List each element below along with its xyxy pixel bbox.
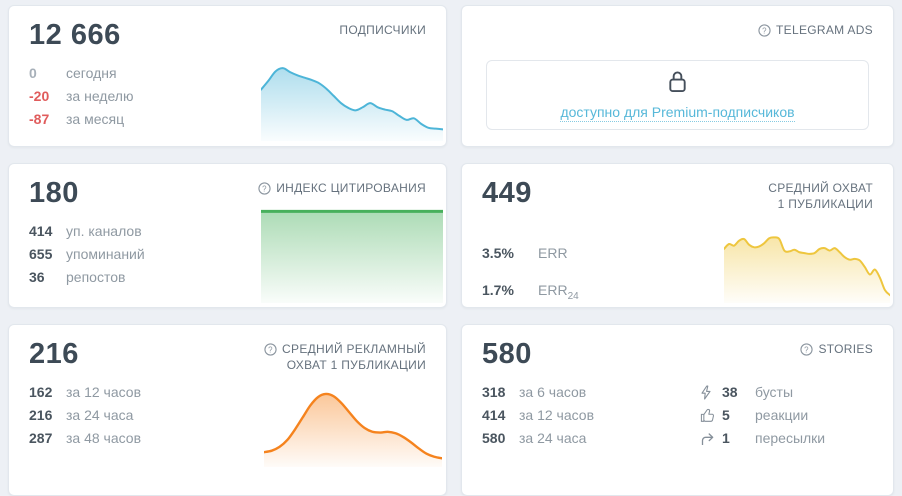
stat-row: 287 за 48 часов	[29, 427, 426, 450]
help-icon[interactable]: ?	[258, 181, 271, 195]
svg-text:?: ?	[805, 345, 810, 354]
svg-text:?: ?	[762, 26, 767, 35]
stat-value: 36	[29, 269, 45, 285]
avg-reach-value: 449	[482, 177, 532, 209]
stat-label: за 48 часов	[66, 430, 142, 446]
avg-reach-card: 449 СРЕДНИЙ ОХВАТ 1 ПУБЛИКАЦИИ 3.5% ERR …	[461, 163, 894, 308]
subscribers-sparkline	[261, 59, 443, 141]
stat-label: ERR24	[538, 281, 579, 302]
subscribers-card-title: ПОДПИСЧИКИ	[339, 23, 426, 37]
stat-label: репостов	[66, 269, 126, 285]
stat-label: реакции	[755, 407, 809, 423]
avg-ad-reach-card: 216 ? СРЕДНИЙ РЕКЛАМНЫЙ ОХВАТ 1 ПУБЛИКАЦ…	[8, 324, 447, 496]
stories-card-title: ? STORIES	[800, 341, 873, 357]
stat-row: -87 за месяц	[29, 108, 426, 131]
lock-icon	[666, 69, 689, 99]
stat-label: за 12 часов	[519, 407, 595, 423]
reaction-icon	[700, 408, 717, 423]
stat-label: за 24 часа	[66, 407, 134, 423]
stat-row: 162 за 12 часов	[29, 381, 426, 404]
boost-icon	[700, 385, 717, 400]
stories-engagement-stats: 38 бусты 5 реакции 1 пересылки	[700, 381, 825, 450]
stat-row: 36 репостов	[29, 266, 426, 289]
stat-row: 414 уп. каналов	[29, 220, 426, 243]
stat-value: 580	[482, 430, 506, 446]
stat-label: за 12 часов	[66, 384, 142, 400]
premium-upgrade-link[interactable]: доступно для Premium-подписчиков	[560, 103, 795, 122]
stat-row: 38 бусты	[700, 381, 825, 404]
avg-reach-card-title: СРЕДНИЙ ОХВАТ 1 ПУБЛИКАЦИИ	[768, 181, 873, 211]
stat-row: 1.7% ERR24	[482, 275, 873, 307]
help-icon[interactable]: ?	[264, 342, 277, 356]
analytics-dashboard: 12 666 ПОДПИСЧИКИ 0 сегодня -20 за недел…	[8, 5, 894, 496]
stat-row: 0 сегодня	[29, 62, 426, 85]
stat-value: 1.7%	[482, 281, 514, 298]
citation-index-value: 180	[29, 177, 79, 209]
help-icon[interactable]: ?	[758, 23, 771, 37]
stat-value: 5	[722, 407, 730, 423]
svg-text:?: ?	[268, 345, 273, 354]
avg-ad-reach-stats: 162 за 12 часов 216 за 24 часа 287 за 48…	[29, 381, 426, 450]
stat-row: 5 реакции	[700, 404, 825, 427]
avg-ad-reach-sparkline	[264, 389, 442, 467]
svg-text:?: ?	[262, 184, 267, 193]
forward-icon	[700, 432, 717, 446]
stat-value: -20	[29, 88, 50, 104]
subscribers-card: 12 666 ПОДПИСЧИКИ 0 сегодня -20 за недел…	[8, 5, 447, 147]
stat-label: ERR	[538, 245, 568, 261]
avg-ad-reach-card-title: ? СРЕДНИЙ РЕКЛАМНЫЙ ОХВАТ 1 ПУБЛИКАЦИИ	[264, 341, 426, 373]
stories-stats: 318 за 6 часов 414 за 12 часов 580 за 24…	[482, 381, 873, 450]
avg-reach-stats: 3.5% ERR 1.7% ERR24	[482, 238, 873, 307]
stat-row: 414 за 12 часов	[482, 404, 700, 427]
stat-row: 655 упоминаний	[29, 243, 426, 266]
stat-value: 287	[29, 430, 53, 446]
stat-label: пересылки	[755, 430, 826, 446]
stat-label: за 6 часов	[519, 384, 587, 400]
avg-reach-sparkline	[724, 218, 890, 303]
citation-stats: 414 уп. каналов 655 упоминаний 36 репост…	[29, 220, 426, 289]
stat-label: уп. каналов	[66, 223, 142, 239]
stat-value: 216	[29, 407, 53, 423]
stat-row: 216 за 24 часа	[29, 404, 426, 427]
stat-value: -87	[29, 111, 50, 127]
stat-value: 1	[722, 430, 730, 446]
stories-value: 580	[482, 338, 532, 370]
stories-card: 580 ? STORIES 318 за 6 часов 414 за 12 ч…	[461, 324, 894, 496]
premium-locked-panel: доступно для Premium-подписчиков	[486, 60, 869, 130]
stat-label: за неделю	[66, 88, 134, 104]
stat-label: за 24 часа	[519, 430, 587, 446]
stat-label: упоминаний	[66, 246, 145, 262]
stat-label: сегодня	[66, 65, 117, 81]
stat-value: 414	[482, 407, 506, 423]
stat-row: 318 за 6 часов	[482, 381, 700, 404]
stat-value: 3.5%	[482, 245, 514, 261]
stat-row: -20 за неделю	[29, 85, 426, 108]
avg-ad-reach-value: 216	[29, 338, 79, 370]
subscribers-count: 12 666	[29, 19, 121, 51]
stories-time-stats: 318 за 6 часов 414 за 12 часов 580 за 24…	[482, 381, 700, 450]
stat-row: 3.5% ERR	[482, 238, 873, 275]
telegram-ads-card-title: ? TELEGRAM ADS	[758, 22, 873, 38]
stat-value: 38	[722, 384, 738, 400]
stat-value: 655	[29, 246, 53, 262]
stat-value: 318	[482, 384, 506, 400]
citation-sparkline	[261, 209, 443, 303]
telegram-ads-card: ? TELEGRAM ADS доступно для Premium-подп…	[461, 5, 894, 147]
citation-index-card: 180 ? ИНДЕКС ЦИТИРОВАНИЯ 414 уп. каналов…	[8, 163, 447, 308]
stat-value: 162	[29, 384, 53, 400]
stat-value: 414	[29, 223, 53, 239]
stat-row: 580 за 24 часа	[482, 427, 700, 450]
help-icon[interactable]: ?	[800, 342, 814, 356]
stat-label: за месяц	[66, 111, 125, 127]
stat-row: 1 пересылки	[700, 427, 825, 450]
stat-label: бусты	[755, 384, 794, 400]
citation-index-card-title: ? ИНДЕКС ЦИТИРОВАНИЯ	[258, 180, 426, 196]
subscribers-stats: 0 сегодня -20 за неделю -87 за месяц	[29, 62, 426, 131]
stat-value: 0	[29, 65, 37, 81]
